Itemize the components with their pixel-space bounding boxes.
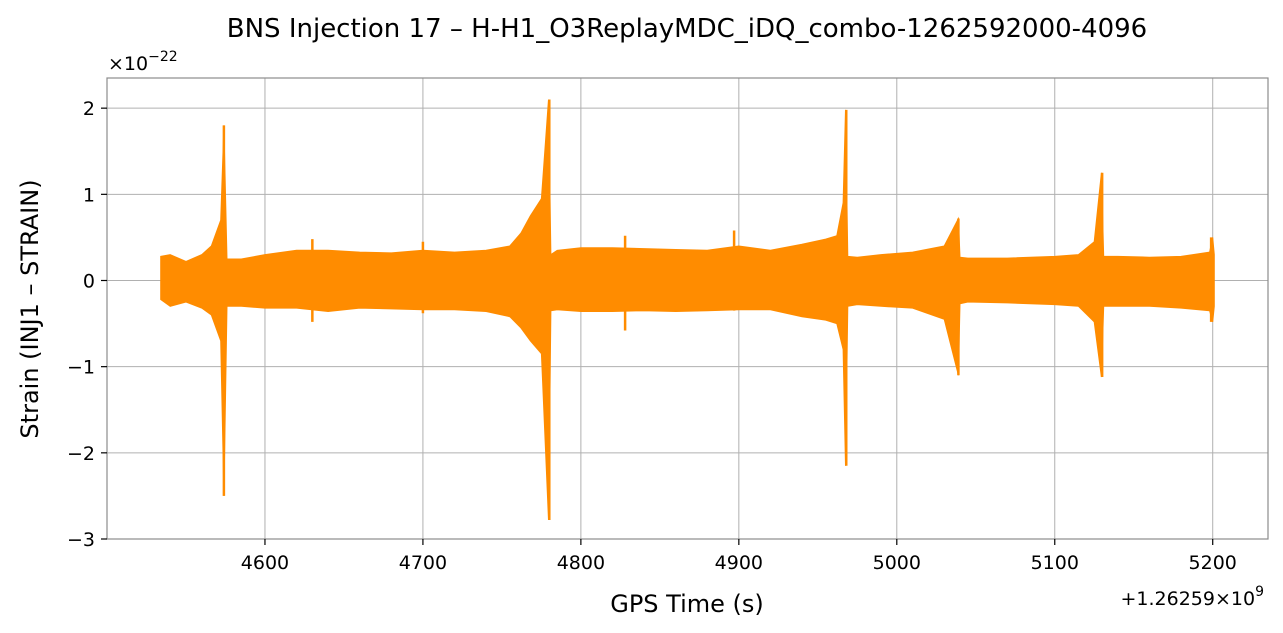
x-axis-ticks: 4600 4700 4800 4900 5000 5100 5200 <box>241 539 1237 574</box>
x-tick-label: 5000 <box>873 552 921 574</box>
y-tick-label: −1 <box>67 357 95 379</box>
x-axis-label: GPS Time (s) <box>610 590 764 618</box>
y-axis-ticks: −3 −2 −1 0 1 2 <box>67 98 107 551</box>
chart-title: BNS Injection 17 – H-H1_O3ReplayMDC_iDQ_… <box>227 14 1147 44</box>
y-tick-label: −2 <box>67 443 95 465</box>
x-tick-label: 5100 <box>1031 552 1079 574</box>
y-tick-label: 1 <box>83 184 95 206</box>
y-tick-label: 0 <box>83 270 95 292</box>
plot-series <box>160 99 1215 521</box>
x-tick-label: 4900 <box>715 552 763 574</box>
x-tick-label: 4600 <box>241 552 289 574</box>
plot-frame <box>106 77 1269 540</box>
y-axis-label: Strain (INJ1 – STRAIN) <box>16 179 44 438</box>
y-tick-label: 2 <box>83 98 95 120</box>
strain-envelope <box>160 99 1215 521</box>
x-tick-label: 4800 <box>557 552 605 574</box>
y-multiplier-exponent: −22 <box>148 49 178 65</box>
y-tick-label: −3 <box>67 529 95 551</box>
x-offset-exponent: 9 <box>1255 584 1264 600</box>
x-tick-label: 5200 <box>1189 552 1237 574</box>
x-offset-label: +1.26259×109 <box>1120 584 1264 610</box>
x-tick-label: 4700 <box>399 552 447 574</box>
y-multiplier-label: ×10−22 <box>108 49 178 75</box>
